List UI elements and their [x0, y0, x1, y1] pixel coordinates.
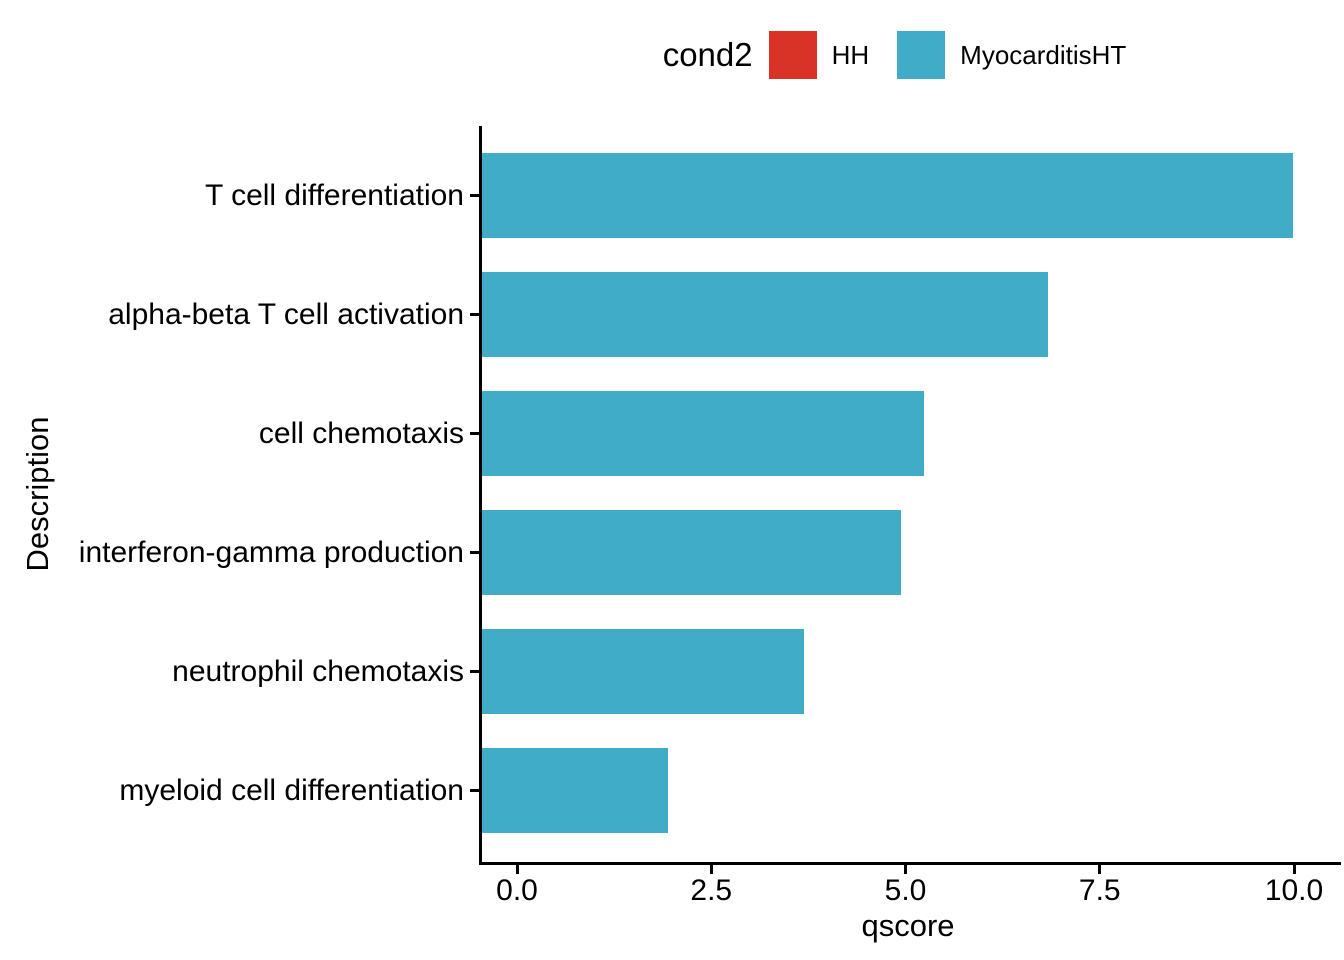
y-axis-tick	[470, 670, 479, 673]
bar	[482, 272, 1048, 357]
x-axis-tick	[515, 865, 519, 874]
x-tick-label: 2.5	[690, 874, 733, 907]
plot-panel	[479, 126, 1341, 865]
legend-key-hh	[768, 31, 817, 79]
x-axis-tick	[1098, 865, 1102, 874]
bar	[482, 629, 804, 714]
x-tick-label: 5.0	[884, 874, 927, 907]
legend-entry-hh: HH	[768, 31, 870, 79]
y-axis-tick	[470, 432, 479, 435]
x-axis-tick	[1292, 865, 1296, 874]
bar	[482, 748, 668, 833]
x-axis-title: qscore	[861, 908, 955, 943]
y-axis-tick	[470, 789, 479, 792]
x-axis-tick	[709, 865, 713, 874]
legend-label: HH	[831, 39, 870, 70]
legend: cond2 HH MyocarditisHT	[479, 28, 1338, 82]
legend-entry-myocarditisht: MyocarditisHT	[897, 31, 1126, 79]
y-axis-title: Description	[20, 416, 55, 572]
category-label: myeloid cell differentiation	[119, 773, 464, 807]
category-label: cell chemotaxis	[258, 416, 464, 450]
bar	[482, 153, 1293, 238]
legend-title: cond2	[662, 36, 753, 73]
x-tick-label: 10.0	[1264, 874, 1324, 907]
y-axis-tick	[470, 194, 479, 197]
category-label: neutrophil chemotaxis	[172, 654, 464, 688]
y-axis-tick	[470, 313, 479, 316]
bar	[482, 510, 901, 595]
x-tick-label: 0.0	[496, 874, 538, 907]
bar	[482, 391, 924, 476]
legend-label: MyocarditisHT	[960, 39, 1127, 70]
legend-key-myocarditisht	[897, 31, 946, 79]
x-axis-tick	[904, 865, 907, 874]
y-axis-tick	[470, 551, 479, 554]
x-tick-label: 7.5	[1078, 874, 1121, 907]
category-label: alpha-beta T cell activation	[108, 297, 464, 331]
category-label: interferon-gamma production	[78, 535, 464, 569]
category-label: T cell differentiation	[204, 178, 464, 212]
